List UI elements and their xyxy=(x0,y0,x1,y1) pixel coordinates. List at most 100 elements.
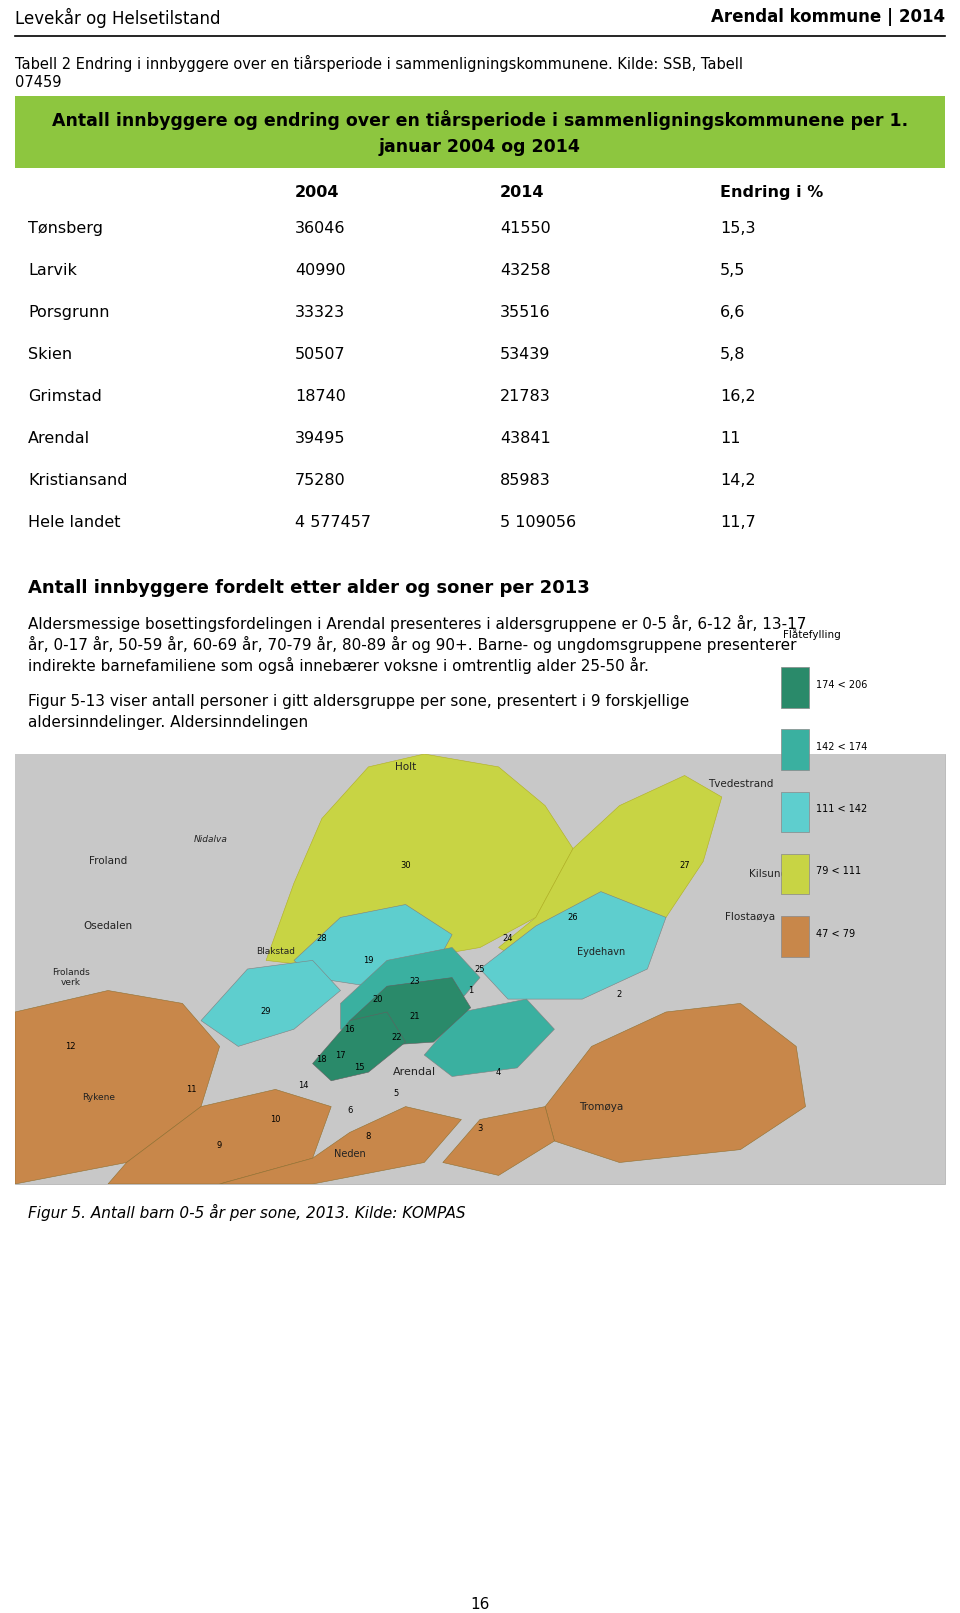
FancyBboxPatch shape xyxy=(780,729,809,771)
Text: 8: 8 xyxy=(366,1132,372,1142)
Polygon shape xyxy=(424,998,555,1076)
Text: 47 < 79: 47 < 79 xyxy=(816,929,854,939)
Text: 1: 1 xyxy=(468,986,473,995)
Text: Hele landet: Hele landet xyxy=(28,515,121,531)
Polygon shape xyxy=(349,977,470,1047)
Text: Flostaøya: Flostaøya xyxy=(725,913,775,923)
Text: 85983: 85983 xyxy=(500,473,551,489)
Text: Rykene: Rykene xyxy=(83,1094,115,1103)
Text: 5,8: 5,8 xyxy=(720,347,746,361)
Polygon shape xyxy=(15,990,220,1184)
Text: 18740: 18740 xyxy=(295,389,346,403)
Text: Tvedestrand: Tvedestrand xyxy=(708,779,773,789)
Polygon shape xyxy=(545,1003,805,1163)
Text: 3: 3 xyxy=(477,1124,483,1132)
Text: Antall innbyggere og endring over en tiårsperiode i sammenligningskommunene per : Antall innbyggere og endring over en tiå… xyxy=(52,110,908,131)
Text: 111 < 142: 111 < 142 xyxy=(816,805,867,815)
Text: 10: 10 xyxy=(270,1115,280,1124)
FancyBboxPatch shape xyxy=(780,853,809,895)
Text: Antall innbyggere fordelt etter alder og soner per 2013: Antall innbyggere fordelt etter alder og… xyxy=(28,579,589,597)
Text: 142 < 174: 142 < 174 xyxy=(816,742,867,752)
Text: 43258: 43258 xyxy=(500,263,551,277)
Text: Levekår og Helsetilstand: Levekår og Helsetilstand xyxy=(15,8,221,27)
Text: Tabell 2 Endring i innbyggere over en tiårsperiode i sammenligningskommunene. Ki: Tabell 2 Endring i innbyggere over en ti… xyxy=(15,55,743,73)
Text: 41550: 41550 xyxy=(500,221,551,235)
Text: Nidalva: Nidalva xyxy=(193,836,228,845)
Text: aldersinndelinger. Aldersinndelingen: aldersinndelinger. Aldersinndelingen xyxy=(28,715,308,731)
Text: Larvik: Larvik xyxy=(28,263,77,277)
Polygon shape xyxy=(480,892,666,998)
Text: Blakstad: Blakstad xyxy=(256,947,295,957)
Text: Figur 5. Antall barn 0-5 år per sone, 2013. Kilde: KOMPAS: Figur 5. Antall barn 0-5 år per sone, 20… xyxy=(28,1203,466,1221)
Text: 11: 11 xyxy=(720,431,740,447)
Text: 22: 22 xyxy=(391,1034,401,1042)
Text: 5,5: 5,5 xyxy=(720,263,745,277)
Polygon shape xyxy=(220,1107,462,1184)
Text: Skien: Skien xyxy=(28,347,72,361)
FancyBboxPatch shape xyxy=(780,916,809,957)
Text: 25: 25 xyxy=(475,965,485,974)
Text: 28: 28 xyxy=(317,934,327,944)
Polygon shape xyxy=(341,947,480,1037)
Text: 11,7: 11,7 xyxy=(720,515,756,531)
Text: Eydehavn: Eydehavn xyxy=(577,947,625,957)
Text: 2014: 2014 xyxy=(500,185,544,200)
Text: 21: 21 xyxy=(410,1011,420,1021)
Text: 75280: 75280 xyxy=(295,473,346,489)
Text: 33323: 33323 xyxy=(295,305,346,319)
Text: 39495: 39495 xyxy=(295,431,346,447)
Text: 16: 16 xyxy=(345,1024,355,1034)
Text: Osedalen: Osedalen xyxy=(84,921,132,931)
Text: 23: 23 xyxy=(410,977,420,987)
Text: indirekte barnefamiliene som også innebærer voksne i omtrentlig alder 25-50 år.: indirekte barnefamiliene som også innebæ… xyxy=(28,656,649,674)
Text: 27: 27 xyxy=(680,861,690,871)
Text: Frolands
verk: Frolands verk xyxy=(52,968,89,987)
FancyBboxPatch shape xyxy=(15,753,945,1184)
Text: år, 0-17 år, 50-59 år, 60-69 år, 70-79 år, 80-89 år og 90+. Barne- og ungdomsgru: år, 0-17 år, 50-59 år, 60-69 år, 70-79 å… xyxy=(28,636,797,653)
Polygon shape xyxy=(201,960,341,1047)
Text: 2004: 2004 xyxy=(295,185,340,200)
Text: 5 109056: 5 109056 xyxy=(500,515,576,531)
Text: 79 < 111: 79 < 111 xyxy=(816,866,861,876)
Polygon shape xyxy=(15,753,945,1184)
Text: 6,6: 6,6 xyxy=(720,305,745,319)
Text: 35516: 35516 xyxy=(500,305,551,319)
Text: Grimstad: Grimstad xyxy=(28,389,102,403)
Text: 20: 20 xyxy=(372,995,383,1003)
Polygon shape xyxy=(294,905,452,986)
Text: januar 2004 og 2014: januar 2004 og 2014 xyxy=(379,139,581,156)
Text: Neden: Neden xyxy=(334,1148,366,1158)
Text: 6: 6 xyxy=(348,1107,352,1116)
Text: 14,2: 14,2 xyxy=(720,473,756,489)
Text: Flåtefylling: Flåtefylling xyxy=(783,629,841,640)
Text: 24: 24 xyxy=(503,934,514,944)
Text: 15: 15 xyxy=(354,1063,365,1073)
Text: 16,2: 16,2 xyxy=(720,389,756,403)
Text: 14: 14 xyxy=(298,1081,308,1090)
Text: 36046: 36046 xyxy=(295,221,346,235)
Text: 12: 12 xyxy=(65,1042,76,1052)
Text: 174 < 206: 174 < 206 xyxy=(816,681,867,690)
Text: 5: 5 xyxy=(394,1089,399,1098)
Text: 9: 9 xyxy=(217,1140,222,1150)
Text: Arendal: Arendal xyxy=(28,431,90,447)
Polygon shape xyxy=(443,1107,555,1176)
Text: Endring i %: Endring i % xyxy=(720,185,824,200)
Text: 43841: 43841 xyxy=(500,431,551,447)
Text: 53439: 53439 xyxy=(500,347,550,361)
Text: 29: 29 xyxy=(261,1008,272,1016)
Text: 11: 11 xyxy=(186,1086,197,1094)
FancyBboxPatch shape xyxy=(780,792,809,832)
FancyBboxPatch shape xyxy=(780,668,809,708)
Text: 4 577457: 4 577457 xyxy=(295,515,371,531)
Text: Kristiansand: Kristiansand xyxy=(28,473,128,489)
Text: 30: 30 xyxy=(400,861,411,871)
Text: Arendal kommune | 2014: Arendal kommune | 2014 xyxy=(710,8,945,26)
Text: 26: 26 xyxy=(567,913,578,923)
Text: 15,3: 15,3 xyxy=(720,221,756,235)
Text: 18: 18 xyxy=(317,1055,327,1065)
Text: Tromøya: Tromøya xyxy=(579,1102,623,1111)
Text: Froland: Froland xyxy=(89,857,127,866)
Text: 17: 17 xyxy=(335,1050,346,1060)
Text: Tønsberg: Tønsberg xyxy=(28,221,103,235)
